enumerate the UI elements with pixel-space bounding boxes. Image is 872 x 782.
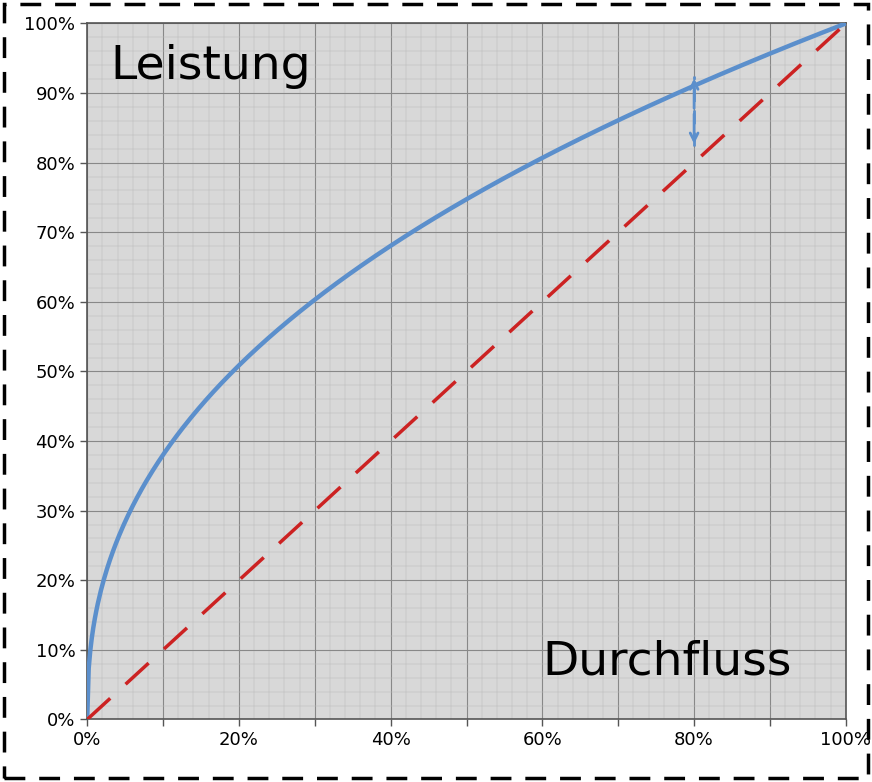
Text: Durchfluss: Durchfluss (542, 640, 792, 685)
Text: Leistung: Leistung (110, 45, 310, 89)
